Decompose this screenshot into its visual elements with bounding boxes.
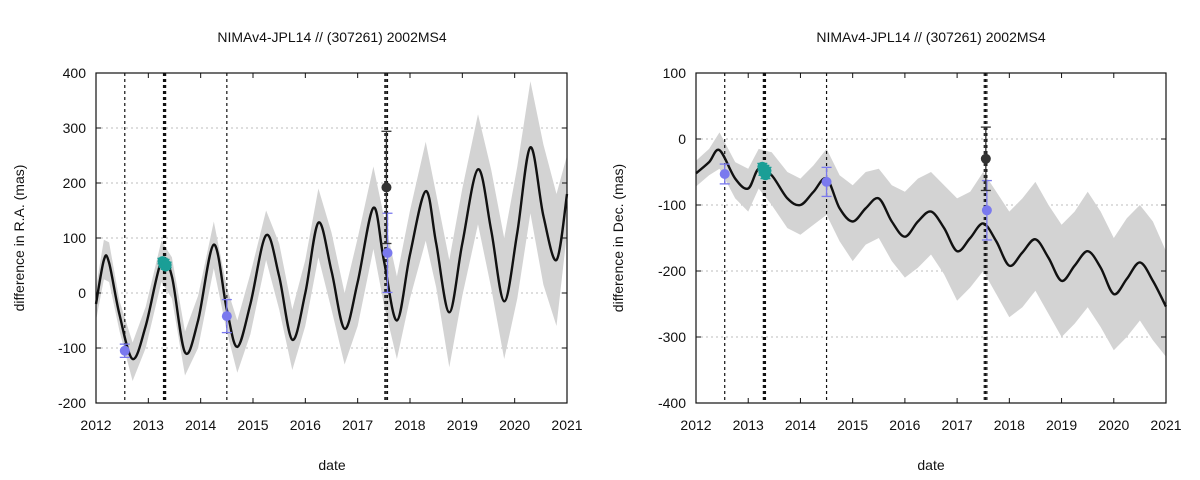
ra-plot-area: 2012 2013 2014 2015 2016 2017 2018 2019 2020 2021… [58, 65, 583, 433]
dec-y-tick-label: -100 [658, 197, 686, 213]
dec-x-tick-label: 2020 [1098, 417, 1129, 433]
dec-x-axis-label: date [917, 457, 944, 473]
dec-x-tick-label: 2018 [994, 417, 1025, 433]
ra-x-tick-label: 2020 [499, 417, 530, 433]
ra-x-tick-label: 2021 [551, 417, 582, 433]
dec-plot-frame [695, 72, 1167, 404]
dec-x-tick-label: 2017 [942, 417, 973, 433]
dec-point-dark [980, 153, 991, 164]
ra-point-dark [381, 182, 392, 193]
ra-y-tick-label: 300 [63, 120, 87, 136]
dec-x-tick-label: 2015 [837, 417, 868, 433]
dec-x-tick-label: 2016 [889, 417, 920, 433]
ra-chart: NIMAv4-JPL14 // (307261) 2002MS4 date di… [11, 29, 583, 473]
dec-point-violet [981, 205, 992, 216]
ra-y-tick-label: 200 [63, 175, 87, 191]
ra-y-tick-label: -200 [58, 395, 86, 411]
dec-y-tick-label: 100 [663, 65, 687, 81]
dec-y-tick-label: -300 [658, 329, 686, 345]
ra-x-axis-label: date [318, 457, 345, 473]
ra-uncertainty-band [96, 81, 567, 382]
dec-point-violet [821, 176, 832, 187]
dec-x-tick-label: 2014 [785, 417, 816, 433]
dec-chart-title: NIMAv4-JPL14 // (307261) 2002MS4 [816, 29, 1046, 45]
ra-x-tick-label: 2012 [80, 417, 111, 433]
dec-x-tick-label: 2013 [733, 417, 764, 433]
dec-y-tick-label: -400 [658, 395, 686, 411]
dec-plot-area: 2012 2013 2014 2015 2016 2017 2018 2019 2020 2021… [658, 65, 1182, 433]
dec-point-violet [719, 168, 730, 179]
ra-y-tick-label: -100 [58, 340, 86, 356]
ra-x-tick-label: 2017 [342, 417, 373, 433]
ra-y-tick-label: 0 [78, 285, 86, 301]
dec-chart: NIMAv4-JPL14 // (307261) 2002MS4 date di… [610, 29, 1182, 473]
dec-y-axis-label: difference in Dec. (mas) [610, 164, 626, 312]
ra-x-tick-label: 2015 [237, 417, 268, 433]
ra-x-tick-label: 2014 [185, 417, 216, 433]
ra-x-tick-label: 2013 [133, 417, 164, 433]
ra-point-violet [119, 345, 130, 356]
dec-y-tick-label: 0 [678, 131, 686, 147]
dec-x-tick-label: 2019 [1046, 417, 1077, 433]
ra-point-teal [161, 259, 172, 270]
dec-y-tick-label: -200 [658, 263, 686, 279]
dec-uncertainty-band [696, 132, 1166, 357]
dec-model-curve [695, 148, 1168, 308]
ra-y-axis-label: difference in R.A. (mas) [11, 165, 27, 312]
ra-point-violet [382, 247, 393, 258]
ra-chart-title: NIMAv4-JPL14 // (307261) 2002MS4 [217, 29, 447, 45]
dec-point-teal [761, 165, 772, 176]
ra-point-violet [221, 311, 232, 322]
ra-x-tick-label: 2018 [394, 417, 425, 433]
ra-x-tick-label: 2016 [290, 417, 321, 433]
ra-y-tick-label: 100 [63, 230, 87, 246]
dec-x-tick-label: 2021 [1150, 417, 1181, 433]
dec-x-tick-label: 2012 [680, 417, 711, 433]
ra-x-tick-label: 2019 [447, 417, 478, 433]
ra-y-tick-label: 400 [63, 65, 87, 81]
